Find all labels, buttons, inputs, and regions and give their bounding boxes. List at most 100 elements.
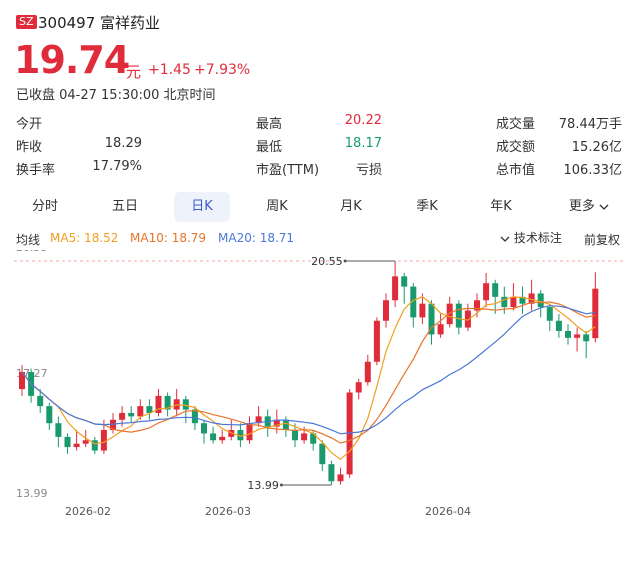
- ma20-line: [21, 305, 596, 435]
- ma5-value: MA5: 18.52: [50, 231, 119, 245]
- candle-body: [119, 412, 126, 420]
- candle-body: [310, 433, 317, 444]
- ma5-line: [21, 296, 596, 461]
- tab-five-day[interactable]: 五日: [111, 199, 138, 214]
- candle-body: [146, 406, 153, 413]
- candle-body: [110, 419, 116, 431]
- candle-body: [546, 307, 553, 321]
- tab-yearly-k[interactable]: 年K: [490, 199, 512, 214]
- candle-body: [46, 406, 53, 424]
- candle-body: [55, 423, 62, 437]
- candle-body: [528, 293, 535, 304]
- candle-body: [255, 416, 262, 424]
- candle-body: [292, 430, 298, 441]
- stat-amount-value: 15.26亿: [571, 140, 622, 155]
- candle-body: [328, 464, 335, 482]
- candle-body: [319, 443, 326, 465]
- candle-body: [373, 320, 380, 362]
- price-unit: 元: [126, 63, 142, 81]
- stat-volume-value: 78.44万手: [558, 117, 622, 132]
- price-change: +1.45: [148, 62, 191, 78]
- candle-body: [428, 303, 435, 335]
- candle-body: [483, 283, 490, 301]
- candle-body: [383, 300, 389, 321]
- candle-body: [191, 409, 198, 424]
- stat-market-cap-label: 总市值: [496, 163, 536, 178]
- candle-body: [510, 296, 517, 308]
- candle-body: [519, 296, 526, 304]
- tab-daily-k[interactable]: 日K: [174, 192, 230, 222]
- stat-pe-label: 市盈(TTM): [256, 163, 320, 178]
- candle-body: [91, 440, 98, 451]
- candle-body: [201, 423, 207, 434]
- candle-body: [182, 399, 189, 410]
- candle-body: [137, 406, 144, 417]
- market-badge: SZ: [16, 15, 37, 29]
- x-tick-label: 2026-02: [65, 505, 111, 518]
- tab-intraday[interactable]: 分时: [31, 199, 58, 214]
- x-tick-label: 2026-03: [205, 505, 251, 518]
- candle-body: [219, 436, 226, 441]
- stat-volume-label: 成交量: [496, 117, 536, 132]
- stat-prev-close-value: 18.29: [104, 136, 142, 151]
- candle-body: [455, 303, 462, 328]
- candle-body: [82, 440, 89, 444]
- candle-body: [337, 474, 344, 482]
- stat-high-value: 20.22: [344, 113, 382, 128]
- stat-low-label: 最低: [256, 140, 283, 155]
- stat-market-cap-value: 106.33亿: [563, 163, 623, 178]
- candle-body: [574, 334, 581, 338]
- indicator-label: 技术标注: [513, 231, 562, 245]
- stat-high-label: 最高: [256, 117, 283, 132]
- candle-body: [392, 276, 399, 301]
- x-tick-label: 2026-04: [425, 505, 471, 518]
- price-change-pct: +7.93%: [194, 62, 251, 78]
- candle-body: [210, 433, 217, 441]
- candle-body: [37, 395, 44, 407]
- ma10-value: MA10: 18.79: [130, 231, 207, 245]
- candle-body: [128, 412, 135, 417]
- low-annotation-label: 13.99: [247, 479, 279, 492]
- candle-body: [100, 430, 107, 451]
- candle-body: [301, 433, 308, 441]
- candle-body: [565, 331, 571, 338]
- candle-body: [583, 334, 590, 342]
- candle-body: [237, 430, 244, 441]
- chevron-down-icon: [599, 204, 609, 210]
- ma10-line: [21, 301, 596, 444]
- stat-prev-close-label: 昨收: [16, 140, 43, 155]
- indicator-button[interactable]: 技术标注: [500, 229, 562, 246]
- current-price: 19.74: [14, 38, 130, 82]
- candle-body: [464, 310, 471, 328]
- y-tick-label: 20.55: [16, 250, 48, 254]
- high-annotation-dot: [343, 259, 347, 263]
- candle-body: [437, 324, 444, 335]
- candle-body: [419, 303, 426, 318]
- candle-body: [273, 419, 280, 427]
- tab-more[interactable]: 更多: [558, 192, 620, 222]
- candle-body: [410, 286, 417, 318]
- candle-body: [501, 296, 508, 308]
- kline-chart[interactable]: 20.5517.2713.9920.5513.992026-022026-032…: [0, 250, 638, 530]
- adjust-button[interactable]: 前复权: [584, 233, 621, 247]
- stat-turnover-label: 换手率: [16, 163, 56, 178]
- ma20-value: MA20: 18.71: [218, 231, 295, 245]
- stat-turnover-value: 17.79%: [92, 159, 142, 174]
- y-tick-label: 13.99: [16, 487, 48, 500]
- tab-more-label: 更多: [568, 199, 595, 214]
- candle-body: [19, 371, 25, 390]
- candle-body: [555, 320, 562, 331]
- candle-body: [446, 303, 453, 325]
- tab-weekly-k[interactable]: 周K: [266, 199, 288, 214]
- candle-body: [537, 293, 544, 308]
- candle-body: [492, 283, 499, 297]
- candle-body: [164, 395, 171, 410]
- tab-monthly-k[interactable]: 月K: [340, 199, 362, 214]
- stat-open-label: 今开: [16, 117, 43, 132]
- stat-low-value: 18.17: [344, 136, 382, 151]
- ma-title: 均线: [16, 233, 41, 247]
- candle-body: [282, 419, 289, 431]
- candle-body: [155, 395, 162, 413]
- chevron-down-icon: [500, 236, 510, 242]
- tab-quarterly-k[interactable]: 季K: [416, 199, 438, 214]
